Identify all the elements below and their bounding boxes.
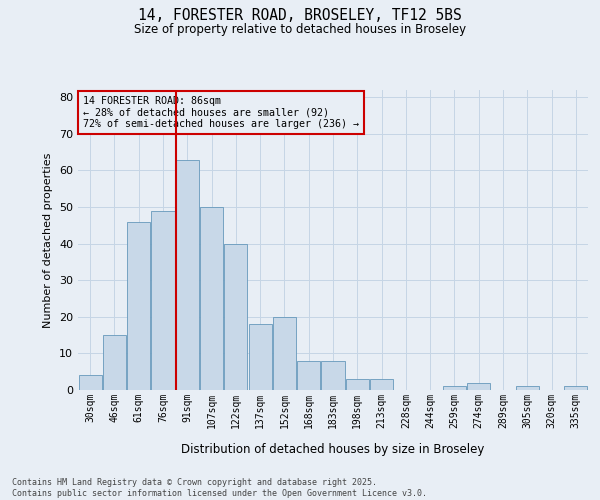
Text: Contains HM Land Registry data © Crown copyright and database right 2025.
Contai: Contains HM Land Registry data © Crown c… [12, 478, 427, 498]
Text: Size of property relative to detached houses in Broseley: Size of property relative to detached ho… [134, 22, 466, 36]
Bar [370, 379, 393, 390]
Bar [443, 386, 466, 390]
Text: 14, FORESTER ROAD, BROSELEY, TF12 5BS: 14, FORESTER ROAD, BROSELEY, TF12 5BS [138, 8, 462, 22]
Bar [176, 160, 199, 390]
Bar [273, 317, 296, 390]
Bar [322, 360, 344, 390]
Bar [127, 222, 150, 390]
Bar [248, 324, 272, 390]
Y-axis label: Number of detached properties: Number of detached properties [43, 152, 53, 328]
Bar [151, 210, 175, 390]
Text: Distribution of detached houses by size in Broseley: Distribution of detached houses by size … [181, 442, 485, 456]
Bar [79, 376, 101, 390]
Bar [565, 386, 587, 390]
Bar [103, 335, 126, 390]
Bar [297, 360, 320, 390]
Bar [224, 244, 247, 390]
Bar [516, 386, 539, 390]
Bar [200, 207, 223, 390]
Bar [346, 379, 369, 390]
Text: 14 FORESTER ROAD: 86sqm
← 28% of detached houses are smaller (92)
72% of semi-de: 14 FORESTER ROAD: 86sqm ← 28% of detache… [83, 96, 359, 129]
Bar [467, 382, 490, 390]
